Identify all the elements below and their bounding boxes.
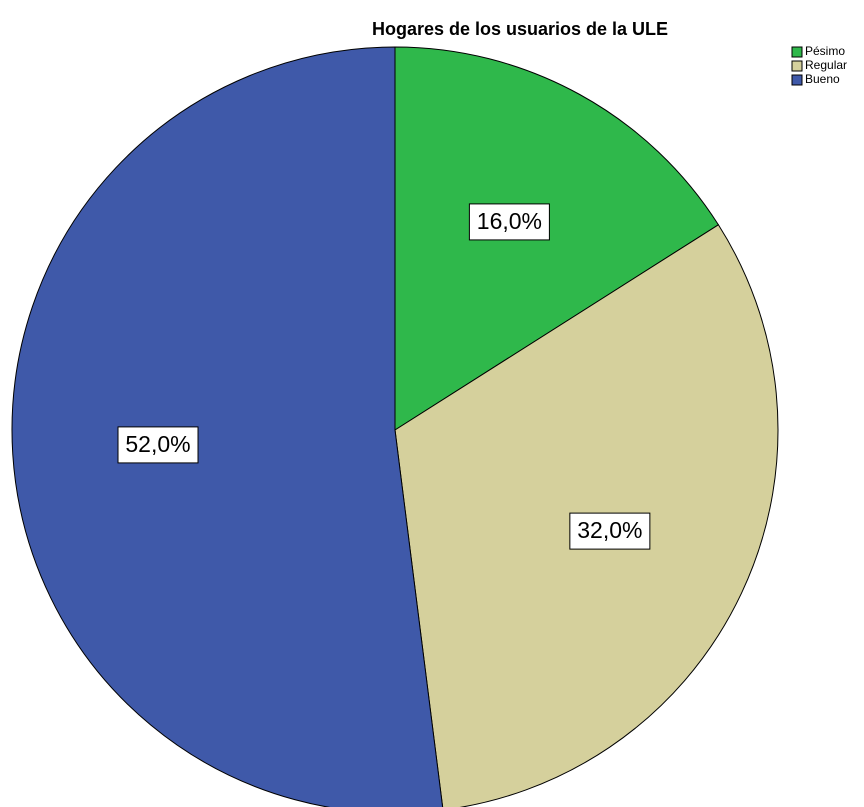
legend-label: Bueno: [805, 72, 840, 86]
data-label: 52,0%: [125, 431, 190, 457]
data-label: 16,0%: [477, 208, 542, 234]
data-label: 32,0%: [577, 517, 642, 543]
legend-label: Regular: [805, 58, 847, 72]
pie-slice: [11, 46, 444, 807]
pie-slice: [394, 46, 720, 431]
legend-swatch: [791, 74, 803, 86]
legend-label: Pésimo: [805, 44, 845, 58]
label-box: [569, 512, 651, 550]
legend-swatch: [791, 46, 803, 58]
legend-swatch: [791, 60, 803, 72]
chart-title: Hogares de los usuarios de la ULE: [372, 19, 668, 39]
label-box: [468, 203, 550, 241]
label-box: [117, 426, 199, 464]
